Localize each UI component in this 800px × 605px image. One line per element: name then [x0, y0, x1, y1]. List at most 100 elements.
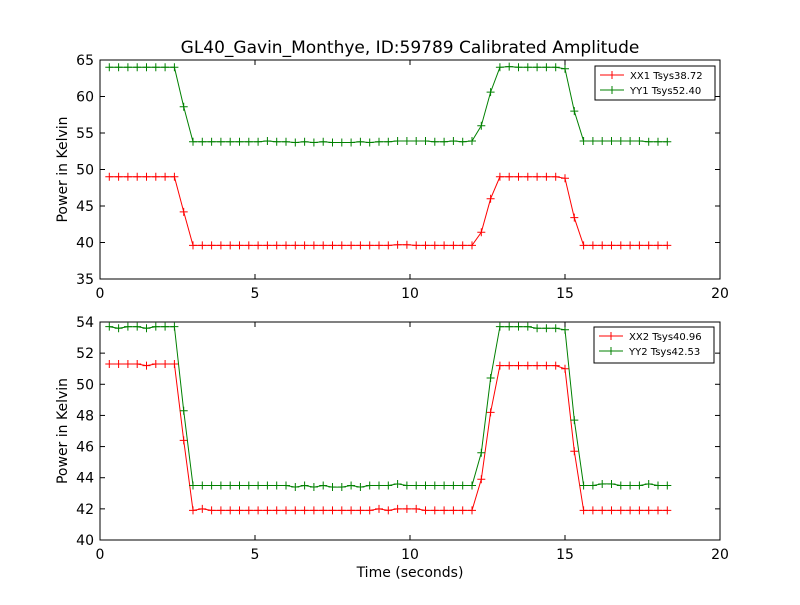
data-point-marker — [635, 137, 644, 146]
data-point-marker — [402, 481, 411, 490]
y-tick-label: 40 — [76, 533, 94, 549]
data-point-marker — [133, 322, 142, 331]
data-point-marker — [356, 506, 365, 515]
legend-swatch-marker — [608, 71, 616, 79]
data-point-marker — [523, 63, 532, 72]
x-tick-label: 10 — [401, 547, 419, 563]
data-point-marker — [514, 361, 523, 370]
data-point-marker — [198, 137, 207, 146]
data-point-marker — [356, 483, 365, 492]
data-point-marker — [598, 241, 607, 250]
data-point-marker — [579, 481, 588, 490]
data-point-marker — [328, 241, 337, 250]
data-point-marker — [579, 506, 588, 515]
data-point-marker — [161, 63, 170, 72]
data-point-marker — [533, 361, 542, 370]
legend: XX2 Tsys40.96 YY2 Tsys42.53 — [593, 326, 715, 364]
data-point-marker — [421, 506, 430, 515]
data-point-marker — [216, 506, 225, 515]
data-point-marker — [356, 241, 365, 250]
data-point-marker — [151, 360, 160, 369]
data-point-marker — [337, 506, 346, 515]
data-point-marker — [505, 322, 514, 331]
data-point-marker — [486, 88, 495, 97]
data-point-marker — [430, 481, 439, 490]
data-point-marker — [282, 506, 290, 515]
data-point-marker — [644, 241, 653, 250]
legend-box — [594, 65, 716, 101]
data-point-marker — [114, 324, 123, 333]
data-point-marker — [495, 172, 504, 181]
data-point-marker — [226, 506, 235, 515]
data-point-marker — [561, 174, 569, 183]
data-point-marker — [319, 506, 328, 515]
data-point-marker — [123, 63, 132, 72]
data-point-marker — [421, 241, 430, 250]
data-point-marker — [468, 137, 476, 146]
data-point-marker — [579, 241, 588, 250]
data-point-marker — [551, 324, 560, 333]
data-point-marker — [421, 481, 430, 490]
x-tick-label: 20 — [711, 547, 729, 563]
data-point-marker — [551, 63, 560, 72]
data-point-marker — [421, 137, 430, 146]
data-point-marker — [161, 322, 170, 331]
data-point-marker — [430, 137, 439, 146]
data-point-marker — [393, 240, 402, 249]
data-point-marker — [133, 360, 142, 369]
data-point-marker — [105, 322, 114, 331]
data-point-marker — [328, 483, 337, 492]
data-point-marker — [216, 137, 225, 146]
data-point-marker — [170, 322, 179, 331]
data-point-marker — [282, 481, 290, 490]
data-point-marker — [375, 504, 383, 513]
data-point-marker — [635, 481, 644, 490]
data-point-marker — [319, 137, 328, 146]
data-point-marker — [254, 481, 263, 490]
data-point-marker — [189, 137, 197, 146]
data-point-marker — [226, 241, 235, 250]
data-point-marker — [151, 172, 160, 181]
data-point-marker — [170, 172, 179, 181]
data-point-marker — [654, 506, 662, 515]
y-tick-label: 52 — [76, 346, 94, 362]
data-point-marker — [533, 172, 542, 181]
data-point-marker — [235, 137, 244, 146]
data-point-marker — [533, 63, 542, 72]
data-point-marker — [375, 481, 383, 490]
data-point-marker — [561, 64, 569, 73]
data-point-marker — [319, 481, 328, 490]
data-point-marker — [198, 241, 207, 250]
data-point-marker — [244, 481, 253, 490]
data-point-marker — [412, 137, 421, 146]
data-point-marker — [626, 137, 635, 146]
bottom-plot-panel: 0 5 10 15 20 40 42 44 46 48 50 52 54 Power in Kelvin T… — [55, 315, 729, 581]
data-point-marker — [328, 506, 337, 515]
data-point-marker — [263, 506, 272, 515]
legend-swatch-marker — [608, 86, 616, 94]
legend-entry-label: XX2 Tsys40.96 — [629, 332, 702, 343]
data-point-marker — [607, 241, 616, 250]
data-point-marker — [189, 506, 197, 515]
data-point-marker — [468, 241, 476, 250]
data-point-marker — [235, 241, 244, 250]
data-point-marker — [272, 241, 281, 250]
data-point-marker — [477, 228, 486, 237]
data-point-marker — [635, 506, 644, 515]
data-point-marker — [151, 322, 160, 331]
data-point-marker — [570, 213, 579, 222]
x-tick-label: 0 — [96, 286, 105, 302]
data-point-marker — [616, 506, 625, 515]
data-point-marker — [272, 137, 281, 146]
data-point-marker — [402, 137, 411, 146]
data-point-marker — [477, 121, 486, 130]
data-point-marker — [291, 241, 300, 250]
data-point-marker — [570, 447, 579, 456]
data-point-marker — [161, 360, 170, 369]
data-point-marker — [189, 481, 197, 490]
data-point-marker — [570, 107, 579, 116]
data-point-marker — [523, 361, 532, 370]
data-point-marker — [644, 506, 653, 515]
data-point-marker — [402, 504, 411, 513]
data-point-marker — [309, 483, 318, 492]
